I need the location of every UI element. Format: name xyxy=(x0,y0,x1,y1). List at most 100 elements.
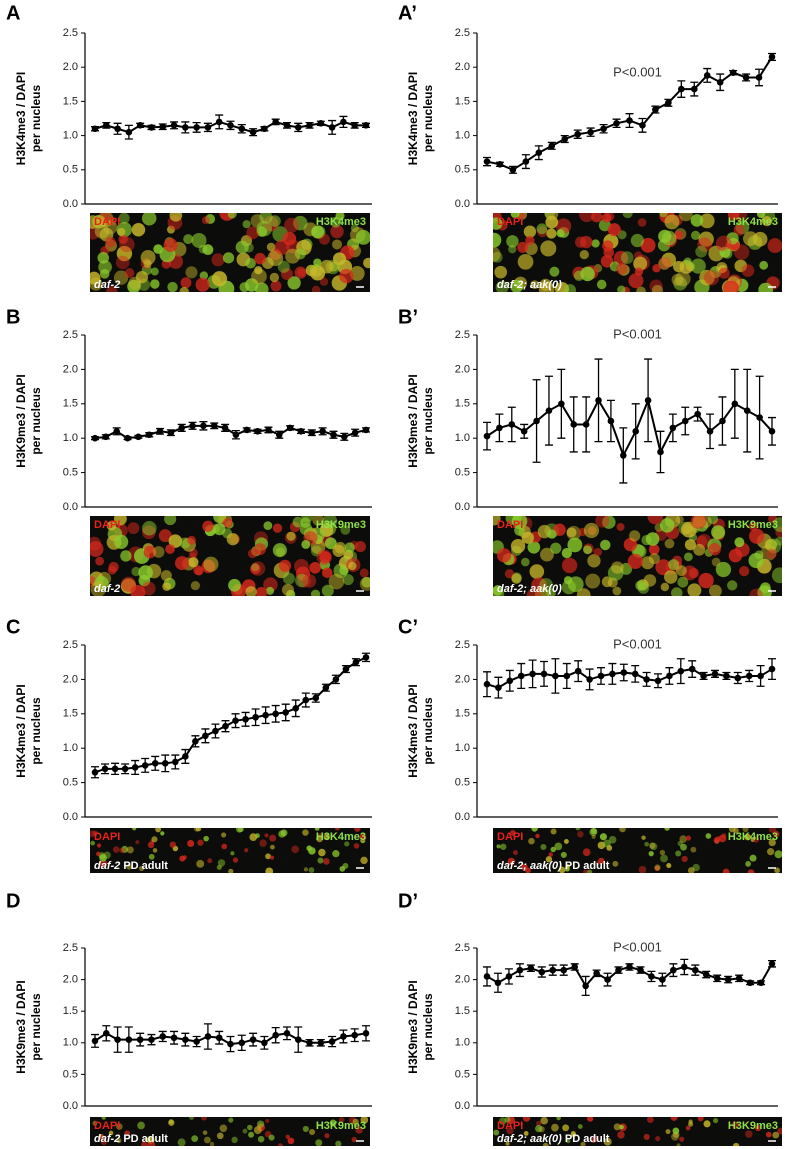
nucleus xyxy=(309,561,321,574)
nucleus xyxy=(342,574,354,586)
channel-label: DAPI xyxy=(94,216,120,228)
nucleus xyxy=(140,249,156,265)
nucleus xyxy=(509,830,516,836)
genotype-caption: daf-2; aak(0) PD adult xyxy=(497,860,610,872)
nucleus xyxy=(671,273,684,286)
nucleus xyxy=(281,583,295,596)
nucleus xyxy=(690,846,697,853)
nucleus xyxy=(586,869,593,873)
nucleus xyxy=(269,215,281,227)
y-tick-label: 0.0 xyxy=(63,1100,78,1112)
channel-label: H3K4me3 xyxy=(316,831,366,843)
data-point xyxy=(125,128,133,136)
data-point xyxy=(102,433,110,441)
nucleus xyxy=(538,281,555,292)
nucleus xyxy=(338,1117,345,1123)
y-axis-label: H3K9me3 / DAPI xyxy=(14,374,28,467)
nucleus xyxy=(649,279,663,292)
nucleus xyxy=(96,851,101,857)
nucleus xyxy=(318,848,326,857)
data-point xyxy=(362,1030,370,1037)
nucleus xyxy=(576,831,584,838)
data-point xyxy=(742,74,750,81)
nucleus xyxy=(351,1136,357,1143)
data-point xyxy=(496,161,504,168)
data-point xyxy=(552,672,559,680)
data-point xyxy=(654,677,662,685)
data-point xyxy=(597,672,605,680)
data-point xyxy=(297,428,305,435)
nucleus xyxy=(687,583,702,596)
data-point xyxy=(548,142,556,150)
nucleus xyxy=(646,1117,654,1124)
nucleus xyxy=(757,585,772,596)
genotype: daf-2 xyxy=(94,1133,120,1145)
data-point xyxy=(238,125,246,133)
nucleus xyxy=(124,268,135,278)
nucleus xyxy=(579,249,589,260)
nucleus xyxy=(302,829,309,836)
nucleus xyxy=(749,528,765,544)
nucleus xyxy=(622,213,633,219)
data-point xyxy=(91,434,99,442)
y-tick-label: 1.0 xyxy=(455,130,470,142)
nucleus xyxy=(355,229,370,245)
data-point xyxy=(171,758,179,766)
nucleus xyxy=(690,214,704,227)
data-point xyxy=(506,677,514,685)
nucleus xyxy=(754,1124,762,1132)
nucleus xyxy=(92,830,98,836)
nucleus xyxy=(579,213,595,223)
data-point xyxy=(202,732,209,740)
nucleus xyxy=(202,244,214,256)
data-point xyxy=(613,119,620,127)
nucleus xyxy=(546,228,557,239)
nucleus xyxy=(169,841,176,848)
data-point xyxy=(362,122,370,129)
nucleus xyxy=(164,516,177,526)
nucleus xyxy=(247,549,258,559)
data-point xyxy=(600,125,607,133)
nucleus xyxy=(287,1137,295,1145)
nucleus xyxy=(94,575,109,591)
nucleus xyxy=(611,561,624,574)
nucleus xyxy=(311,225,325,239)
nucleus xyxy=(521,864,528,871)
nucleus xyxy=(655,1136,661,1142)
y-tick-label: 1.5 xyxy=(63,95,78,107)
data-point xyxy=(768,665,776,673)
nucleus xyxy=(612,860,619,867)
nucleus xyxy=(308,847,316,855)
channel-label: DAPI xyxy=(497,519,523,531)
data-point xyxy=(341,433,348,441)
nucleus xyxy=(690,230,701,241)
nucleus xyxy=(147,841,155,849)
data-point xyxy=(587,128,594,136)
data-point xyxy=(121,765,129,773)
nucleus xyxy=(230,851,235,856)
nucleus xyxy=(360,856,368,865)
data-point xyxy=(159,1033,167,1040)
nucleus xyxy=(269,834,277,842)
data-point xyxy=(757,979,765,987)
nucleus xyxy=(242,1128,248,1134)
data-point xyxy=(283,122,291,129)
nucleus xyxy=(269,855,275,860)
data-point xyxy=(254,428,261,435)
y-axis-label: H3K9me3 / DAPI xyxy=(406,374,420,467)
data-point xyxy=(743,407,751,414)
nucleus xyxy=(693,543,706,556)
data-point xyxy=(615,966,622,974)
nucleus xyxy=(766,848,775,856)
nucleus xyxy=(673,260,685,273)
channel-label: H3K4me3 xyxy=(728,831,778,843)
nucleus xyxy=(688,1119,693,1124)
data-point xyxy=(520,428,528,435)
nucleus xyxy=(659,518,675,533)
data-point xyxy=(328,1038,336,1045)
nucleus xyxy=(765,1131,772,1138)
nucleus xyxy=(690,516,707,529)
nucleus xyxy=(101,1139,107,1145)
y-tick-label: 2.5 xyxy=(455,639,470,651)
nucleus xyxy=(354,540,366,553)
